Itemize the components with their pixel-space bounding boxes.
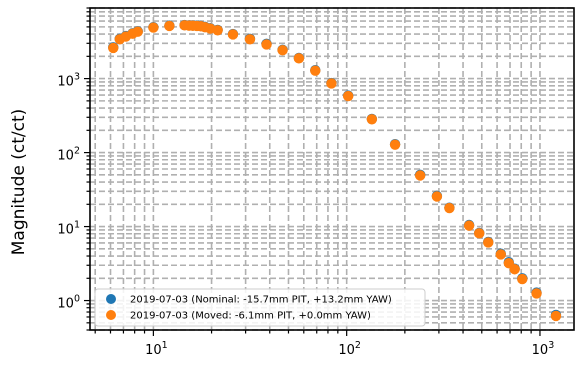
moved-data-point	[550, 310, 562, 322]
moved-data-point	[227, 29, 239, 40]
legend: 2019-07-03 (Nominal: -15.7mm PIT, +13.2m…	[94, 288, 426, 327]
moved-data-point	[431, 191, 443, 202]
moved-data-point	[164, 20, 175, 32]
moved-data-point	[326, 78, 337, 89]
moved-data-point	[517, 273, 528, 285]
moved-data-point	[310, 65, 321, 76]
legend-marker	[106, 294, 116, 304]
moved-data-point	[132, 26, 143, 37]
legend-marker	[106, 310, 116, 320]
legend-box	[94, 288, 426, 327]
moved-data-point	[444, 202, 455, 214]
moved-data-point	[474, 228, 485, 239]
moved-data-point	[366, 114, 378, 125]
y-tick-label: 101	[57, 220, 80, 238]
moved-data-point	[244, 34, 256, 45]
moved-data-point	[463, 220, 475, 231]
moved-data-point	[261, 39, 272, 50]
moved-data-point	[414, 170, 426, 181]
moved-data-point	[531, 288, 542, 299]
y-axis-label: Magnitude (ct/ct)	[9, 109, 29, 255]
moved-data-point	[509, 264, 520, 275]
data-points	[108, 19, 562, 322]
moved-data-point	[277, 45, 288, 56]
y-tick-label: 103	[57, 72, 80, 90]
x-tick-label: 103	[532, 340, 555, 358]
moved-data-point	[212, 25, 223, 36]
grid	[90, 7, 574, 331]
moved-data-point	[148, 22, 159, 33]
moved-data-point	[293, 53, 305, 64]
moved-data-point	[495, 249, 506, 260]
moved-data-point	[108, 42, 119, 54]
x-tick-label: 102	[338, 340, 361, 358]
legend-label: 2019-07-03 (Nominal: -15.7mm PIT, +13.2m…	[130, 295, 392, 306]
y-tick-label: 100	[57, 294, 80, 312]
axis-ticks: 101 102 103 100 101 102 103	[57, 7, 555, 358]
moved-data-point	[483, 237, 494, 248]
legend-label: 2019-07-03 (Moved: -6.1mm PIT, +0.0mm YA…	[130, 311, 371, 322]
moved-data-point	[342, 90, 354, 102]
moved-data-point	[389, 139, 401, 150]
x-tick-label: 101	[145, 340, 168, 358]
y-tick-label: 102	[57, 146, 80, 164]
